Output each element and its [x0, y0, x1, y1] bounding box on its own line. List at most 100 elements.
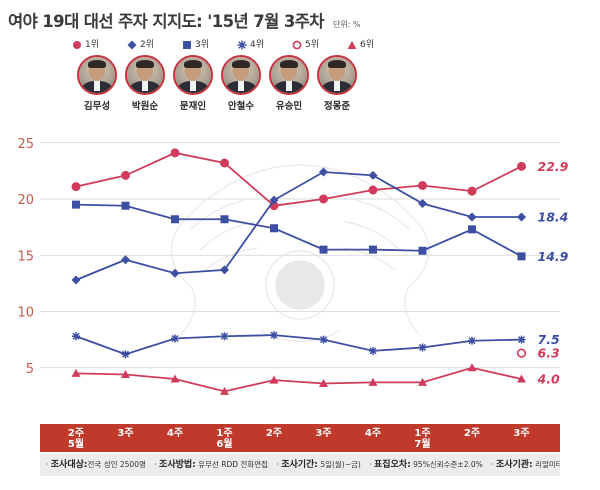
survey-period: · 조사기간: 5일(월)~금): [276, 460, 361, 470]
watermark-emblem: [170, 164, 430, 342]
x-tick-label: 3주: [513, 427, 529, 439]
data-point: [517, 212, 526, 222]
portrait-photo: [221, 55, 261, 95]
end-value-label: 6.3: [538, 346, 560, 361]
x-tick-label: 7월: [414, 438, 430, 450]
candidate-name: 박원순: [131, 101, 159, 112]
data-point: [368, 170, 378, 180]
data-point: [121, 170, 130, 180]
series-line: [75, 171, 522, 281]
y-tick-label: 25: [17, 137, 34, 152]
end-value-label: 14.9: [538, 249, 569, 264]
data-point: [72, 332, 80, 341]
x-tick-label: 2주: [464, 427, 480, 439]
data-point: [418, 343, 427, 352]
series-line: [75, 203, 522, 258]
legend-item-rank1: 1위: [72, 38, 99, 52]
data-point: [220, 265, 229, 275]
legend-label: 1위: [85, 40, 100, 50]
x-tick-label: 3주: [315, 427, 331, 439]
end-value-label: 4.0: [537, 372, 560, 387]
chart-title: 여야 19대 대선 주자 지지도: '15년 7월 3주차: [8, 12, 324, 31]
candidate-name: 정몽준: [323, 101, 351, 112]
data-point: [270, 331, 278, 340]
data-point: [319, 245, 328, 254]
legend-label: 6위: [360, 40, 375, 50]
diamond-icon: [127, 40, 137, 49]
data-point: [71, 368, 81, 377]
legend-item-rank6: 6위: [347, 38, 374, 52]
candidate-portrait: 정몽준: [312, 55, 362, 112]
data-point: [468, 336, 476, 345]
candidate-portrait: 문재인: [168, 55, 218, 112]
square-icon: [183, 40, 191, 49]
candidate-portrait: 김무성: [72, 55, 122, 112]
data-point: [170, 148, 180, 158]
data-point: [220, 158, 229, 168]
end-value-label: 18.4: [538, 210, 569, 225]
filled-circle-icon: [73, 40, 81, 49]
legend: 1위 2위 3위 4위 5위 6위: [72, 38, 592, 52]
data-point: [418, 377, 427, 386]
data-point: [72, 200, 80, 209]
data-point: [418, 181, 427, 190]
data-point: [369, 245, 377, 254]
x-tick-label: 4주: [167, 427, 183, 439]
data-point: [121, 350, 130, 359]
data-point: [220, 386, 229, 395]
data-point: [467, 186, 477, 196]
candidate-portrait: 안철수: [216, 55, 266, 112]
data-point: [71, 275, 81, 285]
data-point: [170, 374, 180, 383]
data-point: [121, 201, 130, 210]
x-tick-label: 3주: [117, 427, 133, 439]
data-point: [369, 346, 377, 355]
data-point: [517, 335, 526, 344]
x-tick-label: 1주: [414, 427, 430, 439]
portrait-photo: [125, 55, 165, 95]
legend-label: 4위: [250, 40, 265, 50]
portrait-photo: [77, 55, 117, 95]
data-point: [319, 194, 328, 204]
legend-label: 3위: [195, 40, 210, 50]
unit-label: 단위: %: [332, 20, 361, 29]
y-tick-label: 10: [17, 306, 34, 321]
legend-item-rank3: 3위: [182, 38, 209, 52]
data-point: [269, 375, 279, 384]
series-line: [75, 151, 522, 207]
data-point: [319, 335, 328, 344]
y-tick-label: 5: [26, 362, 34, 377]
x-tick-label: 1주: [216, 427, 232, 439]
data-point: [171, 215, 179, 224]
data-point: [368, 377, 378, 386]
candidate-name: 김무성: [83, 101, 111, 112]
data-point: [517, 374, 526, 383]
x-tick-label: 2주: [68, 427, 84, 439]
end-value-label: 22.9: [538, 159, 569, 174]
star-icon: [237, 40, 247, 49]
data-point: [269, 195, 279, 205]
data-point: [418, 199, 427, 208]
data-point: [220, 215, 229, 224]
data-point: [368, 185, 378, 195]
data-point: [220, 332, 229, 341]
series-line: [75, 366, 522, 393]
data-point: [418, 246, 427, 255]
portrait-photo: [317, 55, 357, 95]
data-point: [516, 348, 527, 358]
legend-label: 2위: [140, 40, 155, 50]
data-point: [467, 363, 477, 372]
survey-org: · 조사기관: 리얼미터: [491, 460, 560, 470]
x-tick-label: 6월: [216, 438, 232, 450]
triangle-icon: [347, 40, 357, 49]
candidate-name: 안철수: [227, 101, 255, 112]
sampling-error: · 표집오차: 95%신뢰수준±2.0%: [369, 460, 483, 470]
data-point: [270, 224, 278, 233]
data-point: [468, 225, 476, 234]
candidate-portrait: 유승민: [264, 55, 314, 112]
data-point: [71, 182, 81, 192]
candidate-name: 문재인: [179, 101, 207, 112]
survey-target: · 조사대상:전국 성인 2500명: [46, 460, 146, 470]
survey-info-bar: · 조사대상:전국 성인 2500명 · 조사방법: 유무선 RDD 전화면접 …: [40, 454, 560, 476]
open-circle-icon: [292, 40, 302, 49]
